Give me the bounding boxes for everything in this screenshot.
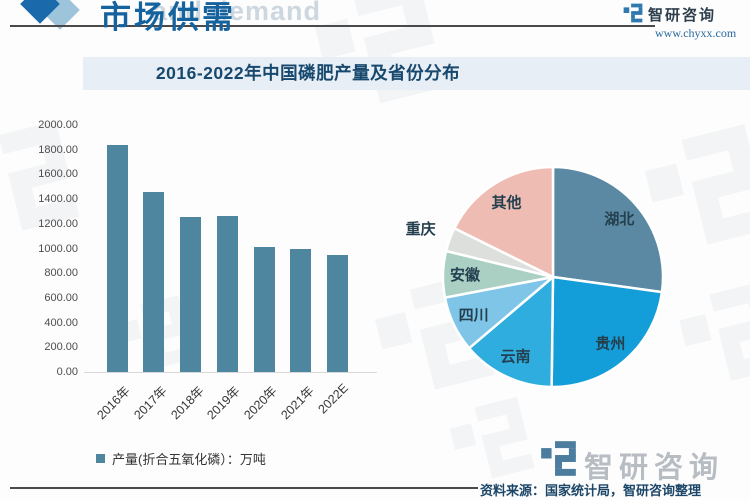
bar-2018年 <box>180 217 201 372</box>
y-axis-tick-label: 0.00 <box>56 366 78 378</box>
brand-mark-icon <box>540 440 577 482</box>
bar-2017年 <box>143 191 165 372</box>
y-axis-tick-label: 2000.00 <box>38 119 78 131</box>
brand-name: 智研咨询 <box>584 452 725 484</box>
chart-title: 2016-2022年中国磷肥产量及省份分布 <box>155 63 461 83</box>
legend-label: 产量(折合五氧化磷）：万吨 <box>112 452 266 467</box>
bar-2021年 <box>290 248 312 372</box>
bar-2016年 <box>106 144 128 372</box>
y-axis-tick-label: 1800.00 <box>38 143 78 156</box>
section-title: 市场供需 <box>100 0 236 35</box>
footer-divider <box>10 487 478 489</box>
bar-chart-legend: 产量(折合五氧化磷）：万吨 <box>96 449 266 468</box>
y-axis-tick-label: 800.00 <box>44 267 78 280</box>
y-axis-tick-label: 200.00 <box>44 341 78 354</box>
pie-label-四川: 四川 <box>459 307 489 324</box>
brand-logo-top: 智研咨询 www.chyxx.com <box>623 0 748 42</box>
pie-label-湖北: 湖北 <box>604 211 634 228</box>
bar-2022E <box>327 255 348 372</box>
bar-2020年 <box>253 246 275 372</box>
page-header: and demand 市场供需 智研咨询 www.chyxx.com <box>0 0 750 46</box>
chart-title-banner: 2016-2022年中国磷肥产量及省份分布 <box>83 57 750 90</box>
page-footer: 智研咨询 资料来源：国家统计局，智研咨询整理 <box>0 430 750 500</box>
brand-name: 智研咨询 <box>648 7 717 24</box>
legend-swatch <box>96 454 105 463</box>
pie-label-云南: 云南 <box>501 348 531 366</box>
pie-label-其他: 其他 <box>492 193 522 211</box>
pie-label-重庆: 重庆 <box>406 220 436 238</box>
pie-slice-湖北 <box>551 165 665 294</box>
y-axis-tick-label: 400.00 <box>44 316 78 329</box>
pie-label-安徽: 安徽 <box>450 266 481 284</box>
brand-mark-icon <box>623 3 643 28</box>
pie-label-贵州: 贵州 <box>595 335 625 353</box>
source-note: 资料来源：国家统计局，智研咨询整理 <box>480 483 702 498</box>
bar-2019年 <box>216 215 238 372</box>
pie-slice-其他 <box>453 165 555 279</box>
section-bullet-diamond-icon <box>20 0 94 32</box>
header-background-text: and demand <box>152 0 322 26</box>
bar-chart-axis-line <box>84 372 377 373</box>
y-axis-tick-label: 1400.00 <box>38 193 78 206</box>
header-divider <box>10 25 655 27</box>
brand-logo-bottom: 智研咨询 <box>540 440 750 484</box>
y-axis-tick-label: 1000.00 <box>38 242 78 255</box>
y-axis-tick-label: 1600.00 <box>38 168 78 181</box>
y-axis-tick-label: 1200.00 <box>38 217 78 230</box>
pie-slice-贵州 <box>550 275 664 389</box>
y-axis-tick-label: 600.00 <box>44 291 78 304</box>
brand-url: www.chyxx.com <box>655 26 737 40</box>
pie-slice-云南 <box>467 275 555 389</box>
